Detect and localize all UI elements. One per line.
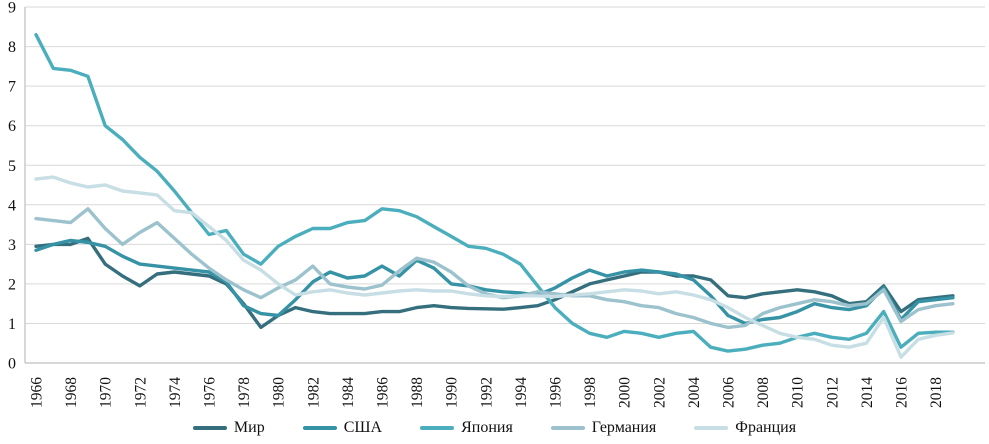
legend-label: Германия (591, 419, 657, 436)
legend-label: Япония (461, 419, 513, 436)
x-tick-label: 1982 (305, 377, 322, 408)
legend-line-swatch-icon (302, 426, 337, 430)
legend-item-0: Мир (192, 419, 265, 436)
x-tick-label: 1998 (582, 377, 599, 408)
x-tick-label: 2006 (721, 377, 738, 408)
x-tick-label: 1992 (478, 377, 495, 408)
series-line-4 (34, 175, 955, 359)
x-tick-label: 1990 (444, 377, 461, 408)
x-tick-label: 1988 (409, 377, 426, 408)
x-tick-label: 2018 (928, 377, 945, 408)
x-tick-label: 1974 (167, 377, 184, 408)
legend-line-swatch-icon (192, 426, 227, 430)
y-tick-label: 6 (8, 118, 16, 135)
x-tick-label: 2000 (617, 377, 634, 408)
y-tick-label: 5 (8, 158, 16, 175)
x-tick-label: 1986 (375, 377, 392, 408)
y-tick-label: 4 (8, 197, 16, 214)
legend-label: Франция (735, 419, 797, 436)
x-tick-label: 2012 (824, 377, 841, 408)
legend-item-3: Германия (550, 419, 657, 436)
line-chart: 0 1 2 3 4 5 6 7 8 9 1966 1968 1970 1972 1974 1976 1978 19… (8, 0, 985, 408)
x-tick-label: 1972 (132, 377, 149, 408)
legend-item-2: Япония (420, 420, 513, 436)
x-tick-label: 1994 (513, 377, 530, 408)
x-tick-label: 2016 (894, 377, 911, 408)
legend-line-swatch-icon (420, 426, 455, 430)
x-tick-label: 1996 (548, 377, 565, 408)
legend-line-swatch-icon (694, 426, 729, 430)
x-tick-label: 2008 (755, 377, 772, 408)
series-line-1 (34, 238, 955, 326)
legend-label: Мир (233, 419, 265, 436)
x-tick-label: 2004 (686, 377, 703, 408)
legend-item-4: Франция (694, 420, 796, 436)
y-tick-label: 0 (8, 356, 16, 373)
series-line-0 (34, 236, 955, 330)
legend-item-1: США (302, 419, 383, 436)
x-tick-label: 1968 (63, 377, 80, 408)
legend-line-swatch-icon (550, 426, 585, 430)
x-tick-label: 1970 (98, 377, 115, 408)
x-tick-label: 1984 (340, 377, 357, 408)
x-tick-label: 1978 (236, 377, 253, 408)
y-tick-label: 9 (8, 0, 16, 17)
y-tick-label: 3 (8, 237, 16, 254)
y-tick-label: 2 (8, 276, 16, 293)
x-tick-label: 2002 (651, 377, 668, 408)
chart-legend: Мир США Япония Германия Франция (0, 415, 989, 441)
y-tick-label: 7 (8, 79, 16, 96)
y-tick-label: 8 (8, 39, 16, 56)
x-tick-label: 1966 (29, 377, 46, 408)
legend-label: США (343, 419, 383, 436)
x-tick-label: 1980 (271, 377, 288, 408)
y-tick-label: 1 (8, 316, 16, 333)
x-tick-label: 2014 (859, 377, 876, 408)
x-tick-label: 1976 (202, 377, 219, 408)
x-tick-label: 2010 (790, 377, 807, 408)
